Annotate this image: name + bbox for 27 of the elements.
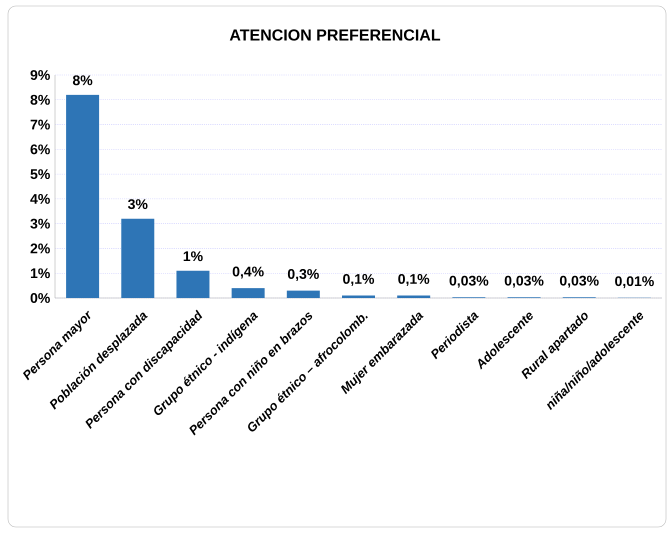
y-tick-label: 8%	[30, 94, 50, 105]
bar	[232, 288, 265, 298]
y-tick-label: 5%	[30, 169, 50, 180]
y-tick-label: 3%	[30, 218, 50, 229]
data-label: 1%	[184, 251, 203, 262]
y-tick-label: 2%	[30, 244, 50, 254]
data-label: 0,3%	[288, 269, 319, 281]
y-tick-label: 0%	[30, 293, 50, 303]
y-tick-label: 9%	[30, 70, 50, 80]
chart-title: ATENCION PREFERENCIAL	[230, 29, 440, 41]
data-label: 0,03%	[504, 276, 544, 288]
bar	[121, 218, 154, 298]
data-label: 3%	[128, 199, 148, 210]
y-tick-label: 1%	[30, 268, 50, 278]
data-label: 0,01%	[615, 276, 654, 288]
bar	[176, 270, 210, 298]
bar	[286, 290, 320, 298]
data-label: 0,03%	[560, 276, 599, 288]
data-label: 0,1%	[343, 274, 374, 286]
y-tick-label: 4%	[30, 194, 50, 204]
data-label: 0,03%	[450, 276, 488, 288]
bar	[66, 94, 100, 298]
data-label: 0,1%	[398, 274, 430, 286]
y-tick-label: 6%	[30, 144, 50, 154]
y-tick-label: 7%	[30, 120, 50, 130]
data-label: 8%	[72, 75, 92, 86]
data-label: 0,4%	[232, 266, 264, 278]
